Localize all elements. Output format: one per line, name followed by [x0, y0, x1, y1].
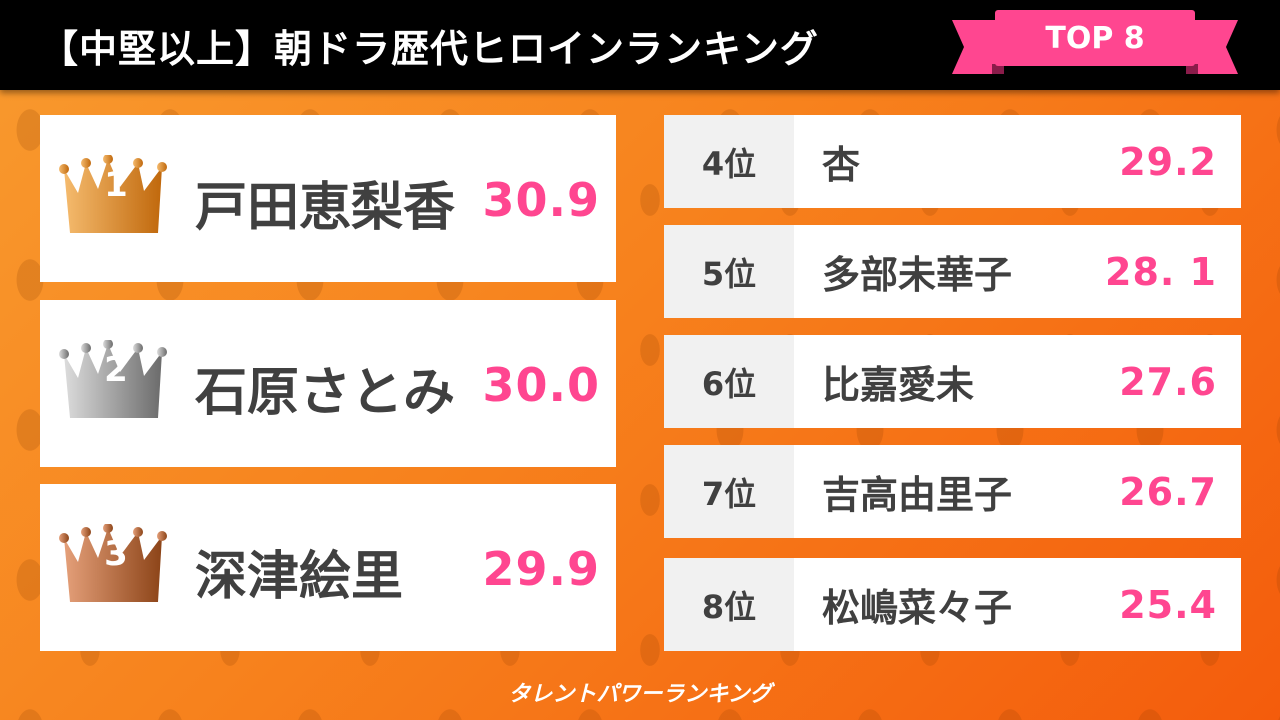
- rank-row: 7位 吉高由里子 26.7: [664, 445, 1241, 538]
- rank-label: 4位: [664, 115, 794, 208]
- name: 松嶋菜々子: [822, 586, 1013, 630]
- rank-number: 2: [104, 350, 128, 390]
- score: 29.2: [1119, 139, 1217, 184]
- silver-crown-icon: [59, 340, 167, 418]
- bronze-crown-icon: [59, 524, 167, 602]
- rank-card-1: 1 戸田恵梨香 30.9: [40, 115, 616, 282]
- gold-crown-icon: [59, 155, 167, 233]
- rank-row: 6位 比嘉愛未 27.6: [664, 335, 1241, 428]
- rank-label: 8位: [664, 558, 794, 651]
- name: 杏: [822, 143, 861, 187]
- score: 29.9: [482, 542, 600, 596]
- name: 多部未華子: [822, 253, 1013, 297]
- ribbon-icon: [952, 10, 1238, 74]
- rank-row: 8位 松嶋菜々子 25.4: [664, 558, 1241, 651]
- page-title: 【中堅以上】朝ドラ歴代ヒロインランキング: [40, 27, 819, 71]
- top8-badge: TOP 8: [1045, 21, 1145, 56]
- rank-label: 5位: [664, 225, 794, 318]
- name: 戸田恵梨香: [195, 178, 456, 238]
- rank-row: 4位 杏 29.2: [664, 115, 1241, 208]
- score: 27.6: [1119, 359, 1217, 404]
- name: 比嘉愛未: [822, 363, 975, 407]
- score: 25.4: [1119, 582, 1217, 627]
- rank-card-2: 2 石原さとみ 30.0: [40, 300, 616, 467]
- score: 30.9: [482, 173, 600, 227]
- score: 28. 1: [1105, 249, 1217, 294]
- rank-row: 5位 多部未華子 28. 1: [664, 225, 1241, 318]
- rank-label: 7位: [664, 445, 794, 538]
- rank-label: 6位: [664, 335, 794, 428]
- name: 吉高由里子: [822, 473, 1013, 517]
- footer-logo: タレントパワーランキング: [508, 682, 772, 707]
- rank-card-3: 3 深津絵里 29.9: [40, 484, 616, 651]
- name: 石原さとみ: [195, 363, 456, 423]
- score: 30.0: [482, 358, 600, 412]
- score: 26.7: [1119, 469, 1217, 514]
- name: 深津絵里: [195, 547, 404, 607]
- rank-number: 3: [104, 534, 128, 574]
- rank-number: 1: [104, 165, 128, 205]
